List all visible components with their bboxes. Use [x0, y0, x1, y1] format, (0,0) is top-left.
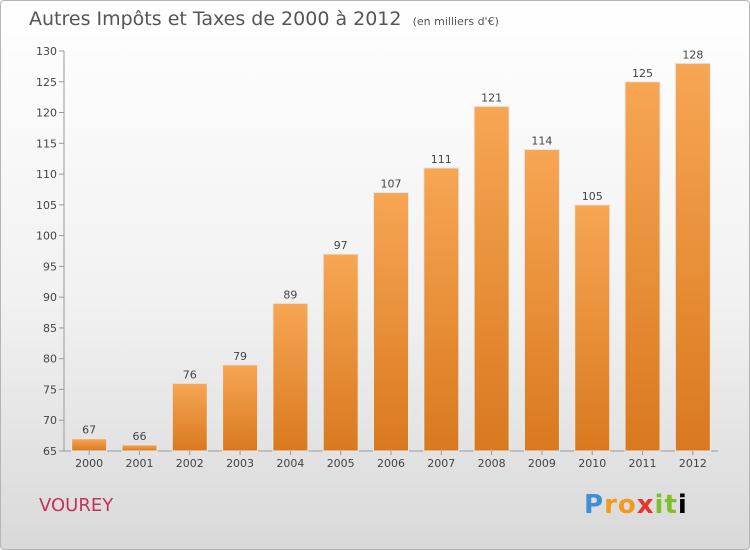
chart-title-block: Autres Impôts et Taxes de 2000 à 2012 (e… — [29, 8, 499, 30]
data-label: 67 — [82, 424, 96, 437]
bar — [222, 364, 259, 452]
x-tick-label: 2007 — [427, 457, 455, 470]
y-tick-label: 110 — [36, 168, 57, 181]
bar — [473, 105, 510, 452]
y-tick-label: 75 — [43, 383, 57, 396]
data-label: 107 — [381, 178, 402, 191]
chart-title: Autres Impôts et Taxes de 2000 à 2012 — [29, 8, 402, 30]
x-tick-label: 2000 — [75, 457, 103, 470]
y-tick-label: 65 — [43, 445, 57, 458]
x-tick-label: 2012 — [679, 457, 707, 470]
data-label: 79 — [233, 350, 247, 363]
data-label: 89 — [283, 288, 297, 301]
y-tick-label: 125 — [36, 76, 57, 89]
y-tick-label: 130 — [36, 45, 57, 58]
y-tick-label: 90 — [43, 291, 57, 304]
y-tick-label: 100 — [36, 230, 57, 243]
y-tick-label: 120 — [36, 107, 57, 120]
bar — [624, 81, 661, 452]
y-tick-label: 95 — [43, 260, 57, 273]
data-label: 128 — [682, 48, 703, 61]
x-tick-label: 2009 — [528, 457, 556, 470]
data-label: 76 — [183, 368, 197, 381]
x-tick-label: 2008 — [478, 457, 506, 470]
bar — [574, 204, 611, 452]
commune-name: VOUREY — [39, 495, 114, 516]
x-tick-label: 2002 — [176, 457, 204, 470]
y-tick-label: 85 — [43, 322, 57, 335]
y-tick-label: 80 — [43, 353, 57, 366]
x-tick-label: 2006 — [377, 457, 405, 470]
data-label: 111 — [431, 153, 452, 166]
data-label: 114 — [531, 134, 552, 147]
bar — [121, 444, 158, 452]
bar — [71, 438, 108, 452]
x-tick-label: 2004 — [276, 457, 304, 470]
bar — [272, 302, 309, 452]
bar — [523, 148, 560, 452]
proxiti-logo: Proxiti — [584, 490, 688, 520]
x-tick-label: 2010 — [578, 457, 606, 470]
x-tick-label: 2001 — [125, 457, 153, 470]
data-label: 121 — [481, 91, 502, 104]
x-tick-label: 2005 — [327, 457, 355, 470]
bar — [171, 382, 208, 452]
x-tick-label: 2003 — [226, 457, 254, 470]
y-tick-label: 70 — [43, 414, 57, 427]
bar — [423, 167, 460, 452]
chart-subtitle: (en milliers d'€) — [412, 15, 499, 28]
data-label: 97 — [334, 239, 348, 252]
data-label: 66 — [132, 430, 146, 443]
data-label: 105 — [582, 190, 603, 203]
bar — [373, 192, 409, 452]
y-tick-label: 115 — [36, 137, 57, 150]
bar — [674, 62, 711, 452]
bar — [322, 253, 359, 452]
data-label: 125 — [632, 67, 653, 80]
y-tick-label: 105 — [36, 199, 57, 212]
x-tick-label: 2011 — [629, 457, 657, 470]
